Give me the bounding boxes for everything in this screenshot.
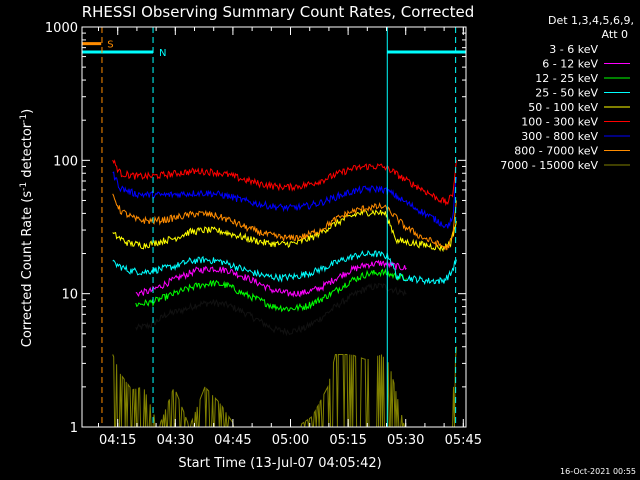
y-axis-label: Corrected Count Rate (s-1 detector-1) xyxy=(19,109,35,347)
timestamp: 16-Oct-2021 00:55 xyxy=(560,467,636,476)
x-tick-label-2: 04:45 xyxy=(214,433,251,448)
y-axis-label-main: Corrected Count Rate (s xyxy=(20,191,35,348)
legend-label-0: 3 - 6 keV xyxy=(549,43,598,56)
y-axis-label-sup2: -1 xyxy=(19,114,29,123)
series-line-0 xyxy=(135,282,407,337)
series-line-7 xyxy=(112,193,457,251)
x-tick-label-1: 04:30 xyxy=(157,433,194,448)
series-line-6 xyxy=(112,171,457,229)
series-line-3 xyxy=(112,249,457,286)
x-tick-label-4: 05:15 xyxy=(329,433,366,448)
x-tick-label-3: 05:00 xyxy=(272,433,309,448)
legend-header-line2: Att 0 xyxy=(602,28,628,41)
series-layer xyxy=(112,159,457,428)
legend-label-3: 25 - 50 keV xyxy=(535,87,598,100)
legend-label-8: 7000 - 15000 keV xyxy=(500,159,598,172)
legend-label-7: 800 - 7000 keV xyxy=(514,145,598,158)
legend-header-line1: Det 1,3,4,5,6,9, xyxy=(548,14,634,27)
legend-label-5: 100 - 300 keV xyxy=(521,116,598,129)
flag-n-label: N xyxy=(159,48,166,59)
y-axis-label-sup1: -1 xyxy=(19,182,29,191)
y-axis-label-end: ) xyxy=(20,109,35,114)
plot-frame xyxy=(81,26,467,428)
legend-label-1: 6 - 12 keV xyxy=(542,58,598,71)
series-line-5 xyxy=(112,159,457,206)
flags-layer: SN xyxy=(82,40,466,59)
x-axis-label: Start Time (13-Jul-07 04:05:42) xyxy=(178,456,381,471)
x-tick-label-0: 04:15 xyxy=(99,433,136,448)
x-tick-label-6: 05:45 xyxy=(445,433,482,448)
y-axis: 1 10 100 1000 xyxy=(45,21,466,436)
x-tick-label-5: 05:30 xyxy=(387,433,424,448)
flag-s-label: S xyxy=(107,40,113,51)
x-axis: 04:15 04:30 04:45 05:00 05:15 05:30 05:45 xyxy=(98,27,482,448)
series-line-1 xyxy=(135,259,407,298)
y-tick-label-3: 1000 xyxy=(45,21,78,36)
series-line-2 xyxy=(135,268,407,313)
y-tick-label-2: 100 xyxy=(53,154,78,169)
y-tick-label-0: 1 xyxy=(70,421,78,436)
legend-label-6: 300 - 800 keV xyxy=(521,130,598,143)
chart-title: RHESSI Observing Summary Count Rates, Co… xyxy=(82,3,475,21)
legend-label-4: 50 - 100 keV xyxy=(528,101,598,114)
legend-label-2: 12 - 25 keV xyxy=(535,72,598,85)
series-line-4 xyxy=(112,208,457,253)
vlines-layer xyxy=(101,27,457,427)
y-axis-label-mid: detector xyxy=(20,122,35,182)
y-tick-label-1: 10 xyxy=(61,288,78,303)
